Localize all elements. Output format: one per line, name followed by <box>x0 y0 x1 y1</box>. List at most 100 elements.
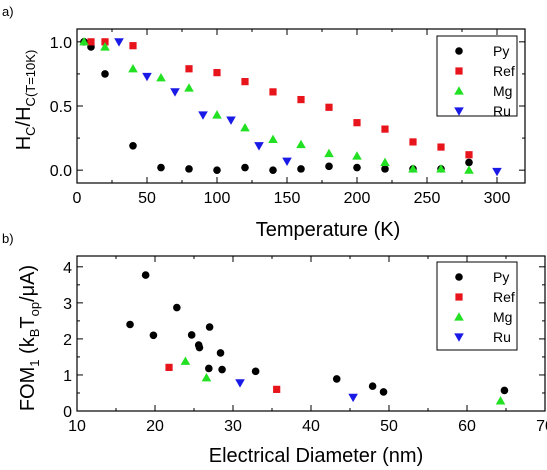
panel-b-legend-label-mg: Mg <box>493 309 512 325</box>
panel-a-ylabel: HC/HC(T=10K) <box>13 50 38 151</box>
panel-a-point-py <box>241 163 249 172</box>
panel-a-point-mg <box>324 148 334 158</box>
panel-a-point-mg <box>268 134 278 143</box>
panel-a-point-ref <box>185 65 193 73</box>
panel-b-ytick-label: 1 <box>63 368 72 385</box>
panel-a-point-mg <box>296 139 306 149</box>
panel-b-point-mg <box>180 356 191 365</box>
panel-a-legend-label-py: Py <box>493 43 509 59</box>
panel-a-point-mg <box>79 37 89 46</box>
panel-b-point-py <box>251 367 260 376</box>
panel-a-point-py <box>185 165 193 173</box>
panel-b-ytick-label: 0 <box>63 404 72 421</box>
ylabel-a-mid: /H <box>13 106 35 126</box>
panel-b-legend: Py Ref Mg Ru <box>436 261 518 351</box>
panel-a-point-mg <box>184 83 194 92</box>
ylabel-b-open: (k <box>17 336 39 359</box>
panel-b-point-py <box>205 364 213 373</box>
panel-a-point-py <box>353 163 361 172</box>
panel-b-point-ref <box>273 385 281 393</box>
panel-b-legend-marker-ref <box>455 293 463 301</box>
ylabel-b-sub3: op <box>27 302 42 316</box>
ylabel-b-mid: T <box>17 316 39 328</box>
panel-b-xlabel: Electrical Diameter (nm) <box>209 445 423 467</box>
panel-a-legend: Py Ref Mg Ru <box>436 35 518 119</box>
panel-b-point-mg <box>201 373 212 382</box>
panel-b-point-py <box>500 386 509 395</box>
panel-b-legend-label-ref: Ref <box>493 289 515 305</box>
panel-b-point-py <box>141 271 150 279</box>
panel-a-point-ref <box>409 138 417 146</box>
panel-a-ytick-label: 0.5 <box>50 99 72 116</box>
panel-b-point-py <box>218 365 226 374</box>
panel-a-point-py <box>129 141 137 150</box>
panel-b-legend-marker-py <box>455 273 463 281</box>
panel-a-point-ru <box>226 116 236 125</box>
panel-a-point-mg <box>464 165 474 174</box>
panel-a-point-ref <box>101 38 109 46</box>
ylabel-a-main: H <box>13 136 35 150</box>
panel-a-point-mg <box>100 42 110 51</box>
panel-a-point-mg <box>380 157 390 167</box>
panel-b-xtick-label: 60 <box>458 418 476 435</box>
panel-b-point-ref <box>165 363 173 371</box>
panel-a-point-ref <box>437 143 445 151</box>
panel-a-point-ref <box>241 78 249 86</box>
panel-a-point-mg <box>352 151 362 160</box>
panel-a-xtick-label: 250 <box>414 190 441 207</box>
panel-a-legend-marker-ref <box>455 67 463 75</box>
panel-b-point-mg <box>495 396 506 405</box>
ylabel-b-close: /μA) <box>17 265 39 302</box>
panel-a-point-py <box>325 162 333 171</box>
panel-b-point-ru <box>348 393 358 403</box>
panel-b-xtick-label: 50 <box>380 418 398 435</box>
panel-b-point-py <box>205 323 214 331</box>
panel-b-point-py <box>216 349 225 357</box>
panel-b-legend-label-ru: Ru <box>493 329 511 345</box>
panel-b-point-py <box>149 331 158 340</box>
panel-b: b) 10 20 30 40 50 60 70 0 1 2 3 4 Electrical Diamet… <box>2 231 547 467</box>
panel-a-point-mg <box>128 63 138 73</box>
panel-b-legend-box <box>436 261 518 351</box>
panel-a-xtick-label: 50 <box>138 190 156 207</box>
panel-a-legend-marker-py <box>455 47 463 55</box>
panel-a-point-py <box>381 165 389 173</box>
panel-b-point-ru <box>235 379 245 388</box>
panel-a-point-ru <box>114 38 124 47</box>
panel-a-point-ref <box>353 119 361 127</box>
panel-b-legend-marker-mg <box>454 312 464 321</box>
panel-b-xtick-label: 20 <box>146 418 164 435</box>
panel-a-point-mg <box>436 164 446 173</box>
panel-b-xtick-label: 40 <box>302 418 320 435</box>
ylabel-a-sub1: C <box>23 126 38 135</box>
panel-b-point-py <box>379 388 388 396</box>
panel-a-point-ru <box>492 167 502 177</box>
panel-a-point-ref <box>325 103 333 111</box>
panel-b-point-py <box>187 331 196 339</box>
panel-a-point-py <box>101 70 109 78</box>
panel-a-ytick-label: 0.0 <box>50 163 72 180</box>
panel-a-legend-marker-mg <box>454 86 464 95</box>
panel-a-label: a) <box>2 4 14 19</box>
panel-b-point-py <box>332 375 341 383</box>
panel-a-point-mg <box>408 164 418 173</box>
panel-b-xtick-label: 70 <box>536 418 547 435</box>
panel-a-point-ref <box>269 88 277 96</box>
panel-a-point-ru <box>254 142 264 151</box>
panel-a-point-mg <box>212 110 222 119</box>
panel-b-ytick-label: 2 <box>63 332 72 349</box>
panel-a-xlabel: Temperature (K) <box>256 219 401 241</box>
panel-a-legend-label-ref: Ref <box>493 63 515 79</box>
panel-b-point-py <box>126 320 134 329</box>
panel-a-legend-box <box>436 35 518 117</box>
panel-a-point-ru <box>282 157 292 166</box>
panel-a-legend-marker-ru <box>454 107 464 116</box>
panel-b-point-py <box>173 303 181 312</box>
panel-a-xtick-label: 200 <box>344 190 371 207</box>
panel-b-point-py <box>195 343 204 352</box>
panel-b-legend-marker-ru <box>454 333 464 342</box>
panel-a-point-ru <box>170 88 180 97</box>
panel-a-point-ref <box>465 151 473 159</box>
panel-b-ytick-label: 4 <box>63 260 72 277</box>
panel-a-legend-label-mg: Mg <box>493 83 512 99</box>
